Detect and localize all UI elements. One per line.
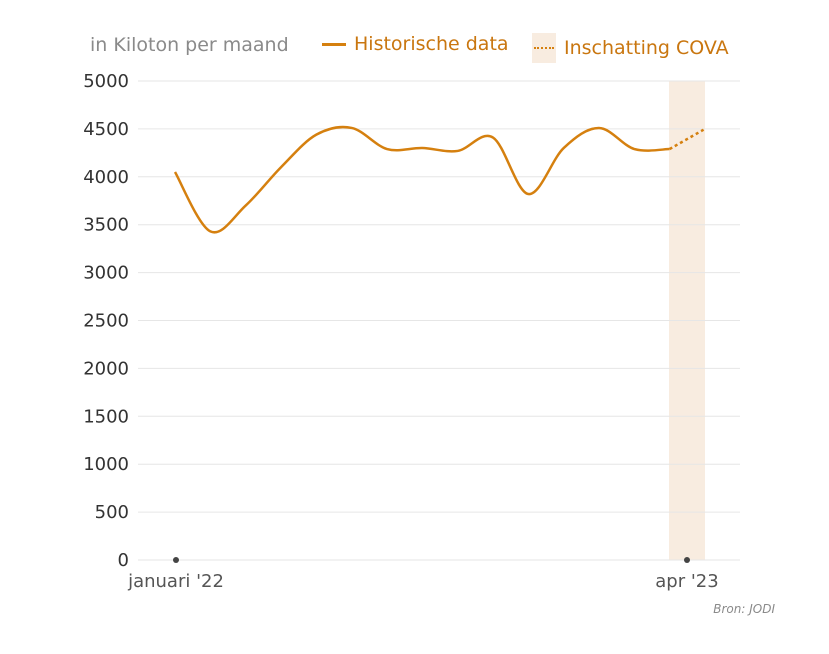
y-tick-label: 4500 bbox=[83, 119, 129, 140]
legend-estimate-label: Inschatting COVA bbox=[564, 37, 729, 59]
series-line-historical bbox=[173, 125, 670, 234]
y-tick-label: 0 bbox=[118, 550, 129, 571]
legend-solid-swatch bbox=[322, 42, 346, 46]
x-tick-dot bbox=[684, 557, 690, 563]
y-tick-label: 5000 bbox=[83, 71, 129, 92]
x-tick-dot bbox=[173, 557, 179, 563]
legend-historical-label: Historische data bbox=[354, 33, 509, 55]
series-line-estimate bbox=[669, 127, 706, 151]
x-tick-label: januari '22 bbox=[127, 571, 224, 592]
y-tick-label: 1500 bbox=[83, 406, 129, 427]
x-tick-label: apr '23 bbox=[655, 571, 718, 592]
unit-label: in Kiloton per maand bbox=[90, 34, 289, 56]
legend-historical: Historische data bbox=[322, 33, 509, 55]
y-tick-label: 2500 bbox=[83, 311, 129, 332]
legend-dotted-swatch bbox=[532, 33, 556, 63]
y-tick-label: 1000 bbox=[83, 454, 129, 475]
source-note: Bron: JODI bbox=[713, 602, 775, 616]
y-tick-label: 4000 bbox=[83, 167, 129, 188]
y-tick-label: 3000 bbox=[83, 263, 129, 284]
y-tick-label: 2000 bbox=[83, 358, 129, 379]
y-tick-label: 3500 bbox=[83, 215, 129, 236]
y-tick-label: 500 bbox=[95, 502, 129, 523]
legend-estimate: Inschatting COVA bbox=[532, 33, 729, 63]
